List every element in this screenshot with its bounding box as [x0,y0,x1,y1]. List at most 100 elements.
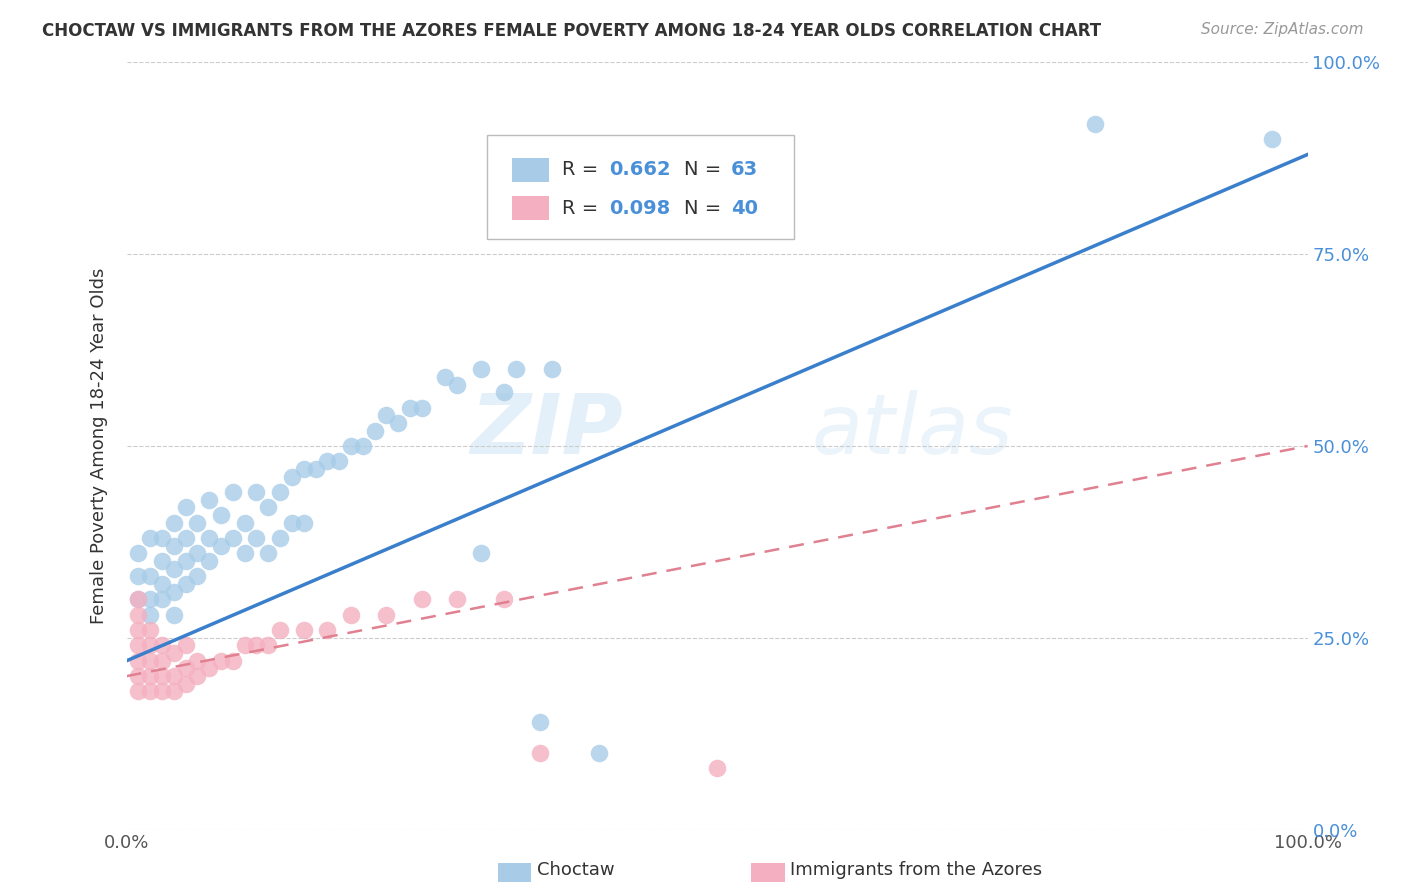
Text: R =: R = [562,199,605,218]
Point [198,492,221,507]
Point [1261,132,1284,146]
Point [706,761,728,775]
Point [470,546,492,560]
Point [269,623,291,637]
Point [163,684,186,698]
Point [245,531,267,545]
Point [139,592,162,607]
Point [127,623,149,637]
Point [470,362,492,376]
FancyBboxPatch shape [512,196,550,220]
Point [505,362,527,376]
Point [340,439,363,453]
Point [150,654,173,668]
Text: Choctaw: Choctaw [537,861,614,879]
Point [139,654,162,668]
Point [163,539,186,553]
Point [174,554,197,568]
Point [150,639,173,653]
Text: N =: N = [683,199,727,218]
Point [375,409,398,423]
Point [494,592,516,607]
Point [233,516,256,530]
Point [222,654,245,668]
Point [494,385,516,400]
Point [174,500,197,515]
Point [127,607,149,622]
Point [316,623,339,637]
Point [127,669,149,683]
Point [222,531,245,545]
Point [269,485,291,500]
Point [233,546,256,560]
Point [139,623,162,637]
Point [150,531,173,545]
Text: R =: R = [562,161,605,179]
Point [127,546,149,560]
Point [411,592,433,607]
Point [304,462,326,476]
Point [163,584,186,599]
Point [186,669,208,683]
Point [352,439,374,453]
Point [281,516,304,530]
Point [209,654,232,668]
Point [127,592,149,607]
Text: atlas: atlas [811,390,1014,471]
Point [139,669,162,683]
Point [186,654,208,668]
FancyBboxPatch shape [486,136,794,239]
Text: 0.098: 0.098 [610,199,671,218]
Point [588,746,610,760]
Point [198,554,221,568]
Point [127,592,149,607]
Point [127,639,149,653]
Point [257,546,280,560]
Point [186,546,208,560]
Point [163,607,186,622]
Point [540,362,562,376]
Point [139,531,162,545]
Point [174,661,197,675]
Point [198,661,221,675]
Point [529,746,551,760]
Point [292,623,315,637]
Point [222,485,245,500]
Text: 0.662: 0.662 [610,161,671,179]
Point [127,569,149,583]
Point [245,639,267,653]
Text: N =: N = [683,161,727,179]
Point [292,516,315,530]
Point [139,607,162,622]
Point [163,562,186,576]
Point [150,669,173,683]
Text: 63: 63 [731,161,758,179]
Point [150,554,173,568]
Point [174,639,197,653]
Point [127,684,149,698]
Point [186,569,208,583]
Text: Immigrants from the Azores: Immigrants from the Azores [790,861,1042,879]
Point [340,607,363,622]
Point [529,715,551,730]
Point [245,485,267,500]
Point [209,539,232,553]
Point [281,469,304,483]
Point [150,577,173,591]
Point [411,401,433,415]
Point [174,531,197,545]
FancyBboxPatch shape [512,158,550,182]
Point [233,639,256,653]
Point [446,592,468,607]
Point [139,639,162,653]
Point [163,669,186,683]
Point [375,607,398,622]
Point [292,462,315,476]
Point [150,592,173,607]
Y-axis label: Female Poverty Among 18-24 Year Olds: Female Poverty Among 18-24 Year Olds [90,268,108,624]
Point [363,424,385,438]
Point [150,684,173,698]
Text: Source: ZipAtlas.com: Source: ZipAtlas.com [1201,22,1364,37]
Text: CHOCTAW VS IMMIGRANTS FROM THE AZORES FEMALE POVERTY AMONG 18-24 YEAR OLDS CORRE: CHOCTAW VS IMMIGRANTS FROM THE AZORES FE… [42,22,1101,40]
Point [1084,117,1107,131]
